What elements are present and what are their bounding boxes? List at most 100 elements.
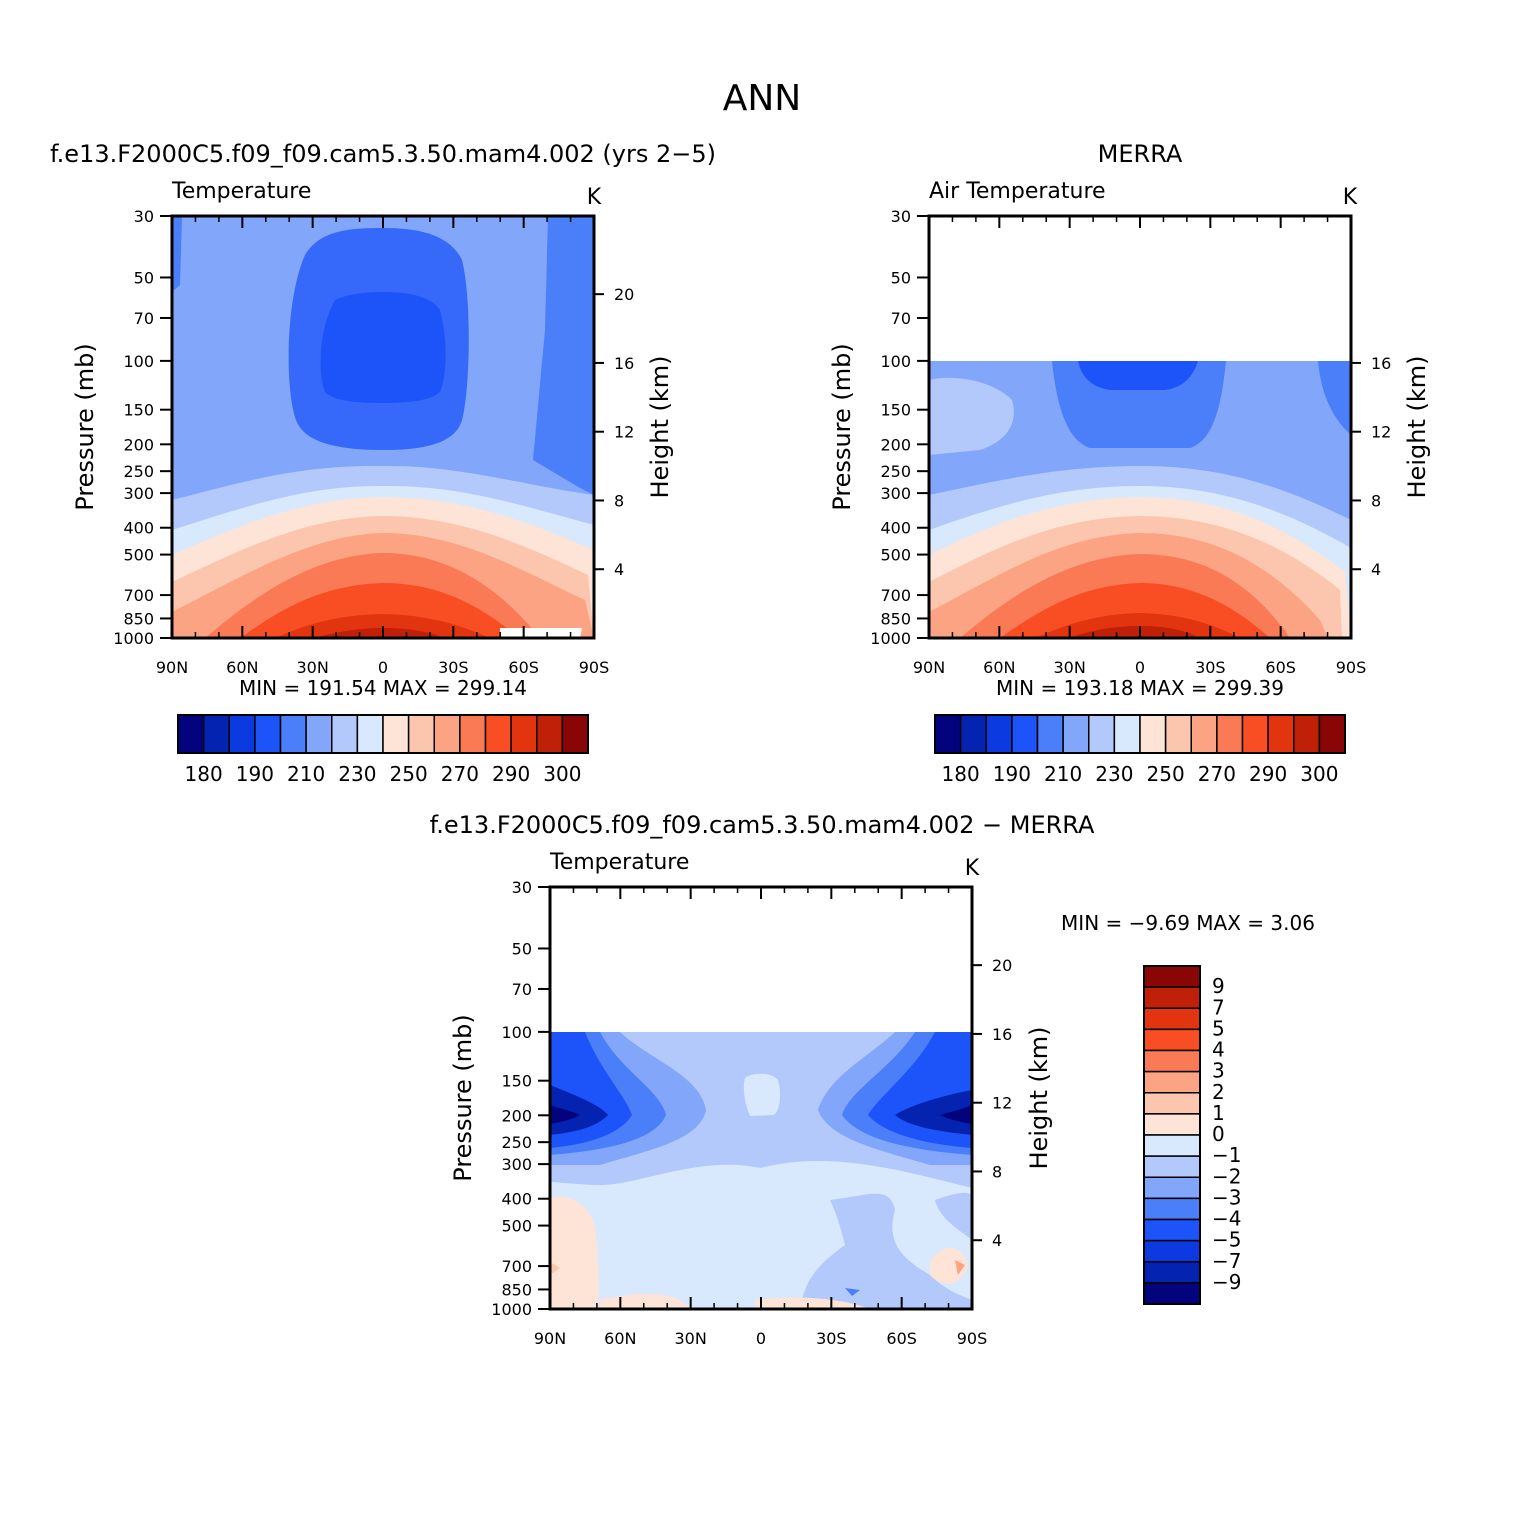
obs-ytick-right-label: 4	[1371, 560, 1381, 579]
model-colorbar-label: 230	[338, 762, 376, 786]
obs-ytick-label: 200	[880, 435, 911, 454]
obs-ytick-label: 50	[891, 268, 911, 287]
obs-colorbar-swatch	[985, 714, 1013, 754]
obs-ytick-label: 30	[891, 207, 911, 226]
diff-xtick-label: 90S	[957, 1329, 988, 1348]
obs-xtick-label: 30S	[1195, 658, 1226, 677]
diff-ytick-label: 700	[501, 1257, 532, 1276]
model-colorbar-swatch	[536, 714, 564, 754]
obs-xtick-label: 30N	[1054, 658, 1086, 677]
obs-ytick-right-label: 8	[1371, 491, 1381, 510]
obs-colorbar-swatch	[1036, 714, 1064, 754]
diff-units-label: K	[965, 856, 980, 881]
diff-ytick-right-label: 4	[992, 1231, 1002, 1250]
obs-colorbar-swatch	[1139, 714, 1167, 754]
diff-panel-title: f.e13.F2000C5.f09_f09.cam5.3.50.mam4.002…	[430, 811, 1095, 839]
obs-colorbar-swatch	[1062, 714, 1090, 754]
diff-colorbar-frame	[1143, 965, 1201, 1305]
obs-colorbar-label: 250	[1147, 762, 1185, 786]
model-ylabel: Pressure (mb)	[71, 343, 99, 510]
model-colorbar-label: 210	[287, 762, 325, 786]
diff-xtick-label: 30N	[675, 1329, 707, 1348]
diff-colorbar-label: −4	[1212, 1207, 1241, 1231]
diff-ytick-right-label: 12	[992, 1094, 1012, 1113]
model-colorbar-frame	[177, 714, 589, 754]
model-colorbar-swatch	[510, 714, 538, 754]
model-colorbar-swatch	[305, 714, 333, 754]
diff-xtick-label: 60S	[886, 1329, 917, 1348]
obs-ytick-label: 1000	[870, 629, 911, 648]
diff-colorbar-swatch	[1143, 1007, 1201, 1031]
model-stats: MIN = 191.54 MAX = 299.14	[239, 676, 527, 700]
model-ytick-label: 1000	[113, 629, 154, 648]
model-xtick-label: 60N	[226, 658, 258, 677]
model-colorbar-swatch	[279, 714, 307, 754]
obs-ytick-right-label: 12	[1371, 423, 1391, 442]
diff-ytick-label: 30	[512, 878, 532, 897]
model-colorbar-swatch	[356, 714, 384, 754]
obs-colorbar-swatch	[1293, 714, 1321, 754]
model-colorbar-label: 270	[441, 762, 479, 786]
model-ytick-right-label: 16	[614, 354, 634, 373]
obs-colorbar-label: 210	[1044, 762, 1082, 786]
diff-colorbar-label: 2	[1212, 1080, 1225, 1104]
model-colorbar-swatch	[407, 714, 435, 754]
obs-xtick-label: 60N	[983, 658, 1015, 677]
obs-colorbar-label: 290	[1249, 762, 1287, 786]
obs-colorbar-swatch	[1088, 714, 1116, 754]
diff-colorbar-label: 7	[1212, 995, 1225, 1019]
model-xtick-label: 0	[378, 658, 388, 677]
diff-colorbar-swatch	[1143, 965, 1201, 988]
model-colorbar-label: 180	[185, 762, 223, 786]
model-ytick-right-label: 4	[614, 560, 624, 579]
model-colorbar-label: 190	[236, 762, 274, 786]
diff-xtick-label: 0	[756, 1329, 766, 1348]
obs-units-label: K	[1343, 185, 1358, 210]
diff-colorbar-label: 3	[1212, 1059, 1225, 1083]
diff-colorbar-swatch	[1143, 1049, 1201, 1073]
obs-colorbar-swatch	[1190, 714, 1218, 754]
diff-colorbar-swatch	[1143, 1239, 1201, 1263]
obs-ytick-label: 300	[880, 484, 911, 503]
diff-colorbar-label: 1	[1212, 1101, 1225, 1125]
obs-colorbar-swatch	[1011, 714, 1039, 754]
model-ytick-label: 50	[134, 268, 154, 287]
panel-obs: MERRA Air Temperature K 30 50 70 100 150 200 2…	[828, 140, 1431, 786]
obs-ytick-label: 500	[880, 546, 911, 565]
model-colorbar-label: 290	[492, 762, 530, 786]
model-ytick-label: 400	[123, 519, 154, 538]
model-ytick-label: 300	[123, 484, 154, 503]
diff-colorbar-swatch	[1143, 1176, 1201, 1200]
diff-colorbar-swatch	[1143, 1028, 1201, 1052]
obs-colorbar-swatch	[1164, 714, 1192, 754]
model-xtick-label: 90S	[579, 658, 610, 677]
obs-ytick-right-label: 16	[1371, 354, 1391, 373]
diff-ytick-label: 300	[501, 1155, 532, 1174]
obs-colorbar-label: 300	[1300, 762, 1338, 786]
model-left-label: Temperature	[171, 179, 311, 204]
diff-colorbar-swatch	[1143, 1261, 1201, 1284]
obs-ytick-label: 250	[880, 462, 911, 481]
obs-panel-title: MERRA	[1098, 140, 1183, 168]
model-colorbar-swatch	[382, 714, 410, 754]
diff-colorbar-label: −5	[1212, 1228, 1241, 1252]
model-ytick-label: 70	[134, 309, 154, 328]
obs-ytick-label: 400	[880, 519, 911, 538]
obs-ytick-label: 150	[880, 401, 911, 420]
obs-colorbar-label: 270	[1198, 762, 1236, 786]
model-ytick-label: 100	[123, 352, 154, 371]
model-xtick-label: 30N	[297, 658, 329, 677]
model-units-label: K	[587, 185, 602, 210]
diff-colorbar-label: −3	[1212, 1185, 1241, 1209]
diff-colorbar-label: −7	[1212, 1249, 1241, 1273]
diff-ytick-label: 250	[501, 1133, 532, 1152]
model-colorbar-label: 300	[543, 762, 581, 786]
model-ytick-label: 250	[123, 462, 154, 481]
obs-colorbar-swatch	[1113, 714, 1141, 754]
diff-colorbar-label: 0	[1212, 1122, 1225, 1146]
obs-colorbar-label: 190	[993, 762, 1031, 786]
diff-ytick-label: 70	[512, 980, 532, 999]
model-colorbar-swatch	[177, 714, 205, 754]
diff-contour-field	[550, 1032, 972, 1309]
